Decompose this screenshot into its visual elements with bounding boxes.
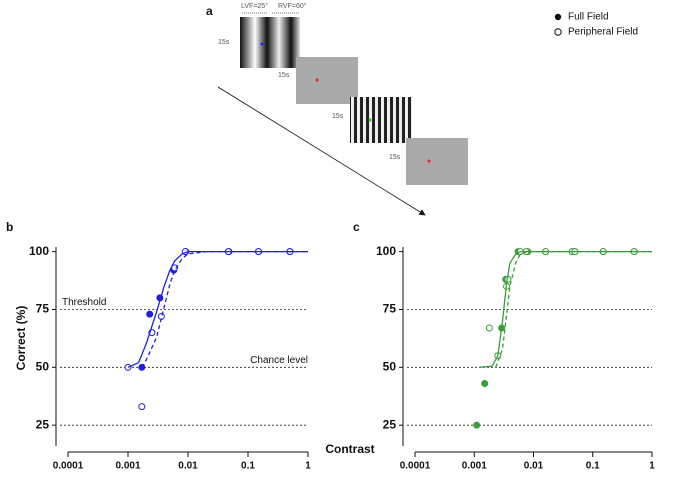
fixation xyxy=(315,78,319,82)
panel-label: c xyxy=(353,220,360,234)
legend-label: Full Field xyxy=(568,12,609,23)
fit-curve xyxy=(141,250,308,368)
x-tick-label: 0.001 xyxy=(462,461,487,472)
full-field-point xyxy=(146,310,154,318)
annotation: Chance level xyxy=(250,355,308,366)
rvf-label: RVF=60° xyxy=(278,2,307,10)
lvf-label: LVF=25° xyxy=(241,2,268,10)
duration: 15s xyxy=(332,113,344,120)
duration: 15s xyxy=(218,39,230,46)
y-tick-label: 25 xyxy=(383,417,397,431)
peripheral-field-point xyxy=(485,324,493,332)
duration: 15s xyxy=(278,72,290,79)
x-tick-label: 1 xyxy=(305,461,311,472)
x-tick-label: 0.01 xyxy=(524,461,544,472)
stimulus xyxy=(240,17,300,68)
full-field-point xyxy=(473,421,481,429)
panel-label: a xyxy=(206,4,213,18)
x-tick-label: 0.0001 xyxy=(400,461,431,472)
y-tick-label: 25 xyxy=(36,417,50,431)
x-axis-label: Contrast xyxy=(325,442,374,456)
panel-label: b xyxy=(6,220,13,234)
stimulus xyxy=(296,57,358,104)
y-tick-label: 75 xyxy=(383,302,397,316)
x-tick-label: 0.001 xyxy=(115,461,140,472)
full-field-point xyxy=(481,380,489,388)
duration: 15s xyxy=(389,154,401,161)
fixation xyxy=(427,159,431,163)
stimulus xyxy=(406,138,468,185)
legend-marker xyxy=(554,28,562,36)
annotation: Threshold xyxy=(62,297,106,308)
x-tick-label: 0.1 xyxy=(241,461,255,472)
y-axis-label: Correct (%) xyxy=(14,306,28,371)
fixation xyxy=(260,42,264,46)
y-tick-label: 75 xyxy=(36,302,50,316)
peripheral-field-point xyxy=(138,403,146,411)
y-tick-label: 50 xyxy=(383,359,397,373)
x-tick-label: 0.1 xyxy=(586,461,600,472)
x-tick-label: 0.01 xyxy=(178,461,198,472)
legend-marker xyxy=(554,13,562,21)
x-tick-label: 0.0001 xyxy=(53,461,84,472)
y-tick-label: 100 xyxy=(376,244,396,258)
y-tick-label: 100 xyxy=(29,244,49,258)
x-tick-label: 1 xyxy=(649,461,655,472)
fit-curve xyxy=(495,250,652,368)
y-tick-label: 50 xyxy=(36,359,50,373)
time-arrow xyxy=(217,86,426,216)
stimulus xyxy=(350,97,412,143)
fixation xyxy=(368,118,372,122)
legend-label: Peripheral Field xyxy=(568,27,638,38)
